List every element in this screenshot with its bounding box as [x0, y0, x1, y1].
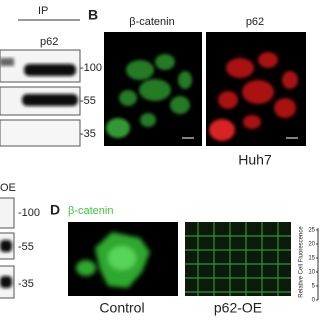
condition-label: p62-OE [214, 300, 262, 316]
lane-label: OE [0, 182, 16, 194]
marker: -35 [80, 128, 96, 140]
panel-letter: B [88, 7, 98, 23]
lane-label: p62 [40, 36, 58, 48]
band [0, 240, 12, 252]
axis-tick-label: 0 [312, 298, 316, 304]
marker: -55 [18, 241, 34, 253]
condition-label: Control [99, 300, 144, 316]
axis-label: Relative Cell Fluorescence [299, 226, 305, 298]
control-cluster [76, 232, 150, 288]
marker: -100 [18, 207, 40, 219]
band [0, 276, 12, 288]
micrograph-oe [185, 222, 291, 296]
cell-line: Huh7 [238, 152, 272, 168]
axis-tick-label: 5 [312, 284, 316, 290]
channel-label: β-catenin [129, 16, 174, 28]
blot [0, 197, 15, 229]
channel-label: p62 [246, 16, 264, 28]
axis-tick-label: 25 [308, 228, 315, 234]
green-cells [106, 54, 192, 138]
axis-tick-label: 20 [308, 242, 315, 248]
ip-header: IP [38, 5, 48, 17]
panel-b: B β-catenin p62 Huh7 [88, 7, 306, 168]
blot [0, 119, 81, 147]
band [22, 94, 78, 106]
marker: -55 [80, 95, 96, 107]
marker: -100 [80, 62, 102, 74]
panel-d: D β-catenin Control p62-OE Relative Cell… [50, 202, 319, 316]
stain-label: β-catenin [68, 205, 113, 217]
axis-tick-label: 10 [308, 270, 315, 276]
band [0, 58, 14, 66]
panel-letter: D [50, 202, 60, 218]
band [24, 64, 76, 76]
red-cells [209, 52, 298, 141]
panel-a: IP p62 -100 -55 -35 [0, 5, 102, 147]
marker: -35 [18, 278, 34, 290]
axis-tick-label: 15 [308, 256, 315, 262]
panel-c: OE -100 -55 -35 [0, 182, 40, 299]
axis-ticks: 25 20 15 10 5 0 [308, 228, 318, 304]
oe-cells [185, 222, 291, 296]
